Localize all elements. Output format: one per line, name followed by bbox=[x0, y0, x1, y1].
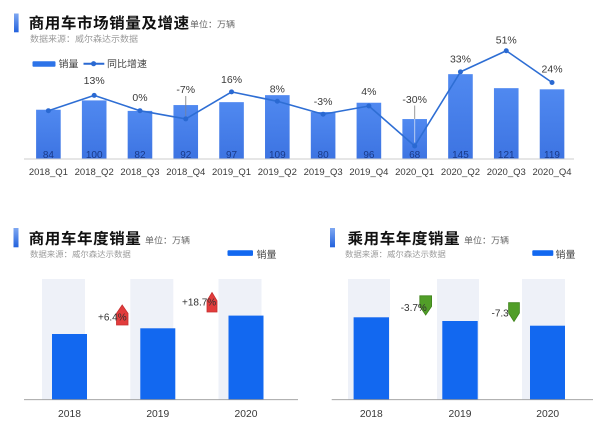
svg-text:+6.4%: +6.4% bbox=[98, 313, 127, 324]
svg-text:82: 82 bbox=[134, 150, 146, 161]
svg-text:2019_Q2: 2019_Q2 bbox=[258, 167, 297, 178]
svg-text:145: 145 bbox=[452, 150, 469, 161]
svg-text:2020_Q4: 2020_Q4 bbox=[532, 167, 571, 178]
svg-text:2019_Q3: 2019_Q3 bbox=[304, 167, 343, 178]
svg-text:100: 100 bbox=[86, 150, 103, 161]
svg-text:68: 68 bbox=[409, 150, 421, 161]
svg-text:2020_Q2: 2020_Q2 bbox=[441, 167, 480, 178]
svg-text:2019_Q1: 2019_Q1 bbox=[212, 167, 251, 178]
svg-text:2020_Q1: 2020_Q1 bbox=[395, 167, 434, 178]
svg-text:0%: 0% bbox=[132, 92, 147, 104]
svg-text:4%: 4% bbox=[361, 86, 376, 98]
svg-text:92: 92 bbox=[180, 150, 192, 161]
svg-text:2018_Q1: 2018_Q1 bbox=[29, 167, 68, 178]
svg-text:96: 96 bbox=[363, 150, 375, 161]
svg-text:2018_Q4: 2018_Q4 bbox=[166, 167, 205, 178]
svg-text:+18.7%: +18.7% bbox=[182, 298, 216, 309]
svg-text:8%: 8% bbox=[270, 84, 285, 96]
svg-text:2018_Q2: 2018_Q2 bbox=[75, 167, 114, 178]
svg-text:2018: 2018 bbox=[58, 409, 81, 420]
svg-text:119: 119 bbox=[544, 150, 560, 161]
svg-text:33%: 33% bbox=[450, 54, 471, 66]
svg-text:2018: 2018 bbox=[360, 409, 383, 420]
svg-text:-7%: -7% bbox=[176, 84, 195, 96]
svg-text:-3.7%: -3.7% bbox=[401, 303, 427, 314]
svg-text:16%: 16% bbox=[221, 74, 242, 86]
svg-text:2019: 2019 bbox=[146, 409, 169, 420]
svg-text:13%: 13% bbox=[84, 75, 105, 87]
svg-text:2019: 2019 bbox=[449, 409, 472, 420]
svg-text:2019_Q4: 2019_Q4 bbox=[349, 167, 388, 178]
svg-text:-7.3%: -7.3% bbox=[492, 308, 518, 319]
svg-text:24%: 24% bbox=[542, 64, 563, 76]
svg-text:2018_Q3: 2018_Q3 bbox=[120, 167, 159, 178]
svg-text:2020_Q3: 2020_Q3 bbox=[487, 167, 526, 178]
svg-text:97: 97 bbox=[226, 150, 238, 161]
svg-text:2020: 2020 bbox=[235, 409, 258, 420]
svg-text:80: 80 bbox=[318, 150, 330, 161]
svg-text:2020: 2020 bbox=[536, 409, 559, 420]
svg-text:-30%: -30% bbox=[402, 94, 427, 106]
svg-text:109: 109 bbox=[269, 150, 286, 161]
svg-text:121: 121 bbox=[498, 150, 515, 161]
svg-text:84: 84 bbox=[43, 150, 55, 161]
svg-text:-3%: -3% bbox=[314, 96, 333, 108]
svg-text:51%: 51% bbox=[496, 35, 517, 47]
